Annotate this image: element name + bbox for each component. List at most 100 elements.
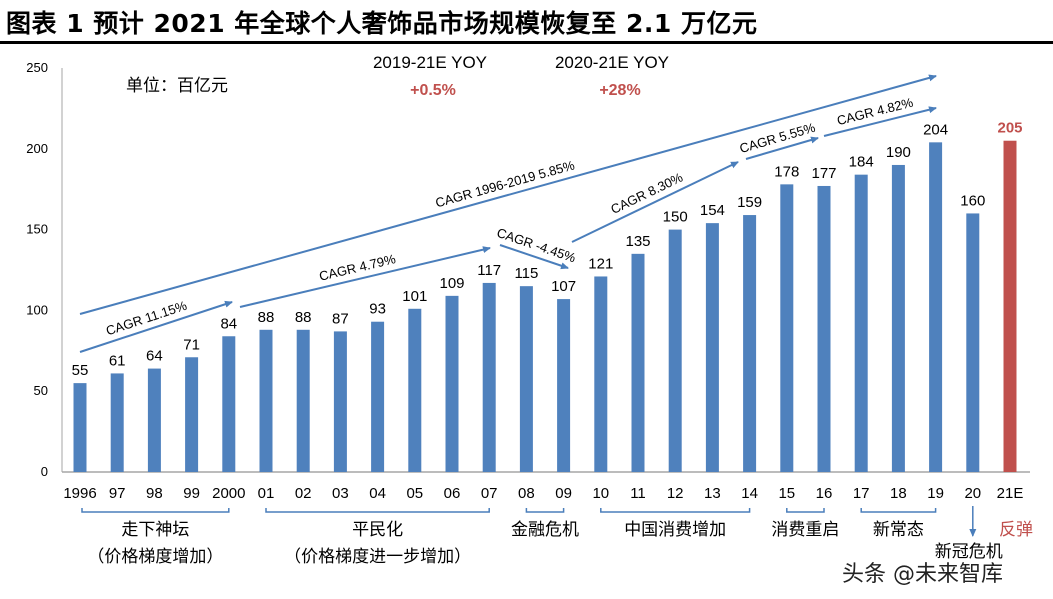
x-tick-label: 13 (704, 485, 721, 502)
x-tick-label: 07 (481, 485, 498, 502)
x-tick-labels: 1996 97 98 99 2000 01 02 03 04 05 06 07 08 09 10 11 12 13… (63, 485, 1023, 502)
y-tick-label: 50 (34, 383, 48, 398)
value-labels: 55 61 64 71 84 88 88 87 93 101 109 117 115 107 121 135 1… (72, 120, 1023, 379)
bar-12 (668, 229, 682, 472)
period-label: 走下神坛 (121, 520, 189, 540)
bar-97 (110, 373, 124, 472)
cagr-arrow (745, 136, 819, 160)
yoy-value-2019: +0.5% (410, 82, 456, 99)
y-tick-label: 200 (26, 141, 48, 156)
period-label: 平民化 (352, 520, 403, 540)
x-tick-label: 21E (997, 485, 1024, 502)
value-label: 205 (997, 120, 1022, 137)
period-label: 中国消费增加 (624, 520, 726, 540)
period-brackets: 走下神坛 （价格梯度增加） 平民化 （价格梯度进一步增加） 金融危机 中国消费增加 消费重启… (81, 506, 1033, 567)
period-label: 新常态 (873, 520, 924, 540)
bar-07 (482, 282, 496, 472)
value-label: 154 (700, 202, 725, 219)
cagr-arrow (79, 300, 233, 353)
period-bracket (786, 508, 825, 513)
bar-05 (408, 308, 422, 472)
value-label: 107 (551, 278, 576, 295)
bar-20 (966, 213, 980, 472)
period-bracket (81, 508, 230, 513)
x-tick-label: 20 (964, 485, 981, 502)
title-divider (0, 41, 1053, 44)
value-label: 64 (146, 348, 163, 365)
value-label: 178 (774, 163, 799, 180)
x-tick-label: 18 (890, 485, 907, 502)
x-tick-label: 15 (778, 485, 795, 502)
bar-04 (371, 321, 385, 472)
x-tick-label: 14 (741, 485, 758, 502)
period-label: 消费重启 (771, 520, 839, 540)
x-tick-label: 1996 (63, 485, 96, 502)
chart-title: 图表 1 预计 2021 年全球个人奢饰品市场规模恢复至 2.1 万亿元 (6, 9, 758, 38)
bar-19 (929, 142, 943, 472)
period-bracket (600, 508, 751, 513)
y-tick-labels: 0 50 100 150 200 250 (26, 60, 48, 479)
x-tick-label: 08 (518, 485, 535, 502)
x-tick-label: 12 (667, 485, 684, 502)
period-sublabel: （价格梯度增加） (87, 547, 223, 567)
period-label-highlight: 反弹 (999, 520, 1033, 540)
x-tick-label: 19 (927, 485, 944, 502)
bar-21E (1003, 140, 1017, 472)
axes (61, 68, 1030, 473)
x-tick-label: 02 (295, 485, 312, 502)
bar-14 (743, 215, 757, 472)
value-label: 150 (663, 209, 688, 226)
bar-1996 (73, 383, 87, 472)
period-label: 金融危机 (511, 520, 579, 540)
watermark: 头条 @未来智库 (842, 562, 1003, 587)
value-label: 184 (849, 154, 874, 171)
bar-09 (557, 299, 571, 472)
x-tick-label: 03 (332, 485, 349, 502)
x-tick-label: 04 (369, 485, 386, 502)
bar-18 (891, 164, 905, 472)
yoy-value-2020: +28% (599, 82, 640, 99)
value-label: 61 (109, 352, 126, 369)
bar-11 (631, 253, 645, 472)
bar-17 (854, 174, 868, 472)
value-label: 121 (588, 255, 613, 272)
value-label: 159 (737, 194, 762, 211)
y-tick-label: 150 (26, 222, 48, 237)
value-label: 88 (258, 309, 275, 326)
bars (73, 140, 1017, 473)
cagr-label: CAGR -4.45% (495, 225, 578, 266)
bar-98 (147, 368, 161, 472)
bar-13 (705, 223, 719, 472)
bar-03 (333, 331, 347, 472)
value-label: 88 (295, 309, 312, 326)
period-bracket (860, 508, 937, 513)
y-tick-label: 250 (26, 60, 48, 75)
cagr-arrow (79, 74, 937, 315)
bar-99 (185, 357, 199, 472)
bar-02 (296, 329, 310, 472)
y-tick-label: 0 (41, 464, 48, 479)
yoy-annotations: 2019-21E YOY +0.5% 2020-21E YOY +28% (373, 53, 669, 99)
value-label: 109 (439, 275, 464, 292)
x-tick-label: 10 (592, 485, 609, 502)
value-label: 101 (402, 288, 427, 305)
period-sublabel: （价格梯度进一步增加） (284, 547, 471, 567)
cagr-arrows: CAGR 1996-2019 5.85%CAGR 11.15%CAGR 4.79… (79, 74, 937, 353)
x-tick-label: 97 (109, 485, 126, 502)
bar-08 (519, 286, 533, 472)
unit-label: 单位：百亿元 (126, 76, 228, 96)
bar-10 (594, 276, 608, 472)
value-label: 160 (960, 192, 985, 209)
value-label: 87 (332, 310, 349, 327)
x-tick-label: 99 (183, 485, 200, 502)
value-label: 204 (923, 121, 948, 138)
cagr-arrow (823, 106, 937, 137)
x-tick-label: 2000 (212, 485, 245, 502)
yoy-title-2019: 2019-21E YOY (373, 53, 487, 72)
value-label: 93 (369, 301, 386, 318)
x-tick-label: 05 (406, 485, 423, 502)
y-tick-label: 100 (26, 302, 48, 317)
value-label: 71 (183, 336, 200, 353)
value-label: 115 (514, 265, 538, 282)
